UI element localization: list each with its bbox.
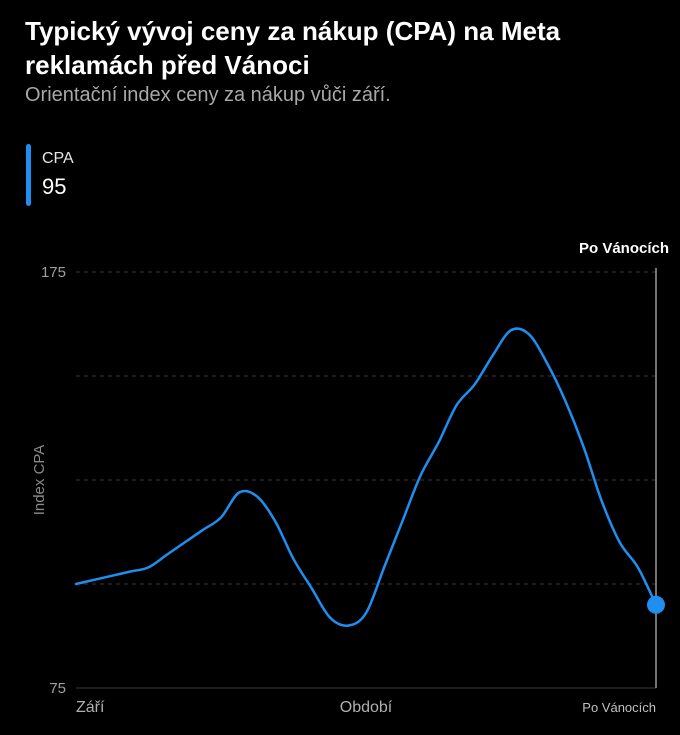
x-tick-label: Září xyxy=(76,699,105,716)
y-tick-label: 175 xyxy=(41,264,66,281)
page-title: Typický vývoj ceny za nákup (CPA) na Met… xyxy=(25,16,561,80)
series-line-cpa xyxy=(74,327,658,627)
series xyxy=(74,327,665,627)
legend-series-name: CPA xyxy=(42,150,74,167)
legend-color-swatch xyxy=(26,144,31,206)
highlight-point xyxy=(647,595,665,614)
legend-current-value: 95 xyxy=(42,174,67,199)
page-subtitle: Orientační index ceny za nákup vůči září… xyxy=(25,84,391,106)
highlight-label: Po Vánocích xyxy=(579,240,669,257)
y-tick-label: 75 xyxy=(49,680,66,697)
x-tick-label: Období xyxy=(340,699,393,716)
grid xyxy=(76,271,656,689)
y-axis-label: Index CPA xyxy=(31,445,48,516)
y-ticks: 75 175 xyxy=(41,264,66,697)
x-tick-label: Po Vánocích xyxy=(582,700,656,715)
x-ticks: Září Období Po Vánocích xyxy=(76,699,656,716)
